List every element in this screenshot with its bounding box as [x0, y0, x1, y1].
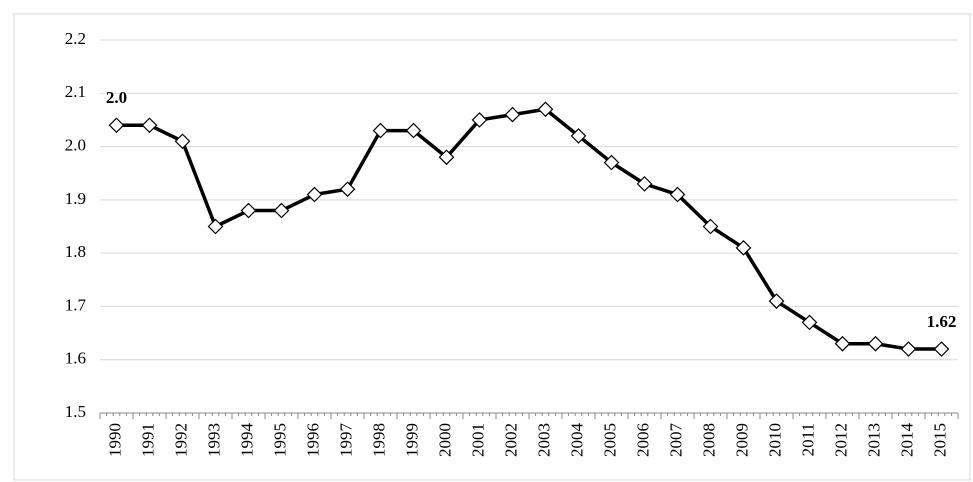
y-tick-label: 1.6: [65, 349, 86, 368]
x-tick-label: 2010: [765, 423, 784, 457]
point-marker: [669, 186, 686, 203]
point-marker: [834, 335, 851, 352]
y-tick-label: 1.9: [65, 189, 86, 208]
x-tick-label: 2009: [732, 423, 751, 457]
point-marker: [801, 314, 818, 331]
x-tick-label: 2003: [534, 423, 553, 457]
x-tick-label: 1993: [204, 423, 223, 457]
x-tick-label: 2015: [930, 423, 949, 457]
data-label: 2.0: [106, 88, 127, 107]
point-marker: [933, 341, 950, 357]
x-tick-label: 2006: [633, 423, 652, 457]
series-line: [116, 107, 942, 351]
x-tick-label: 1999: [402, 423, 421, 457]
point-marker: [570, 128, 587, 144]
point-marker: [405, 122, 422, 139]
point-marker: [636, 176, 653, 192]
x-tick-label: 1994: [237, 423, 256, 458]
x-tick-label: 1992: [171, 423, 190, 457]
point-marker: [273, 202, 290, 219]
point-marker: [537, 101, 554, 118]
point-marker: [603, 154, 620, 171]
point-marker: [900, 341, 917, 357]
point-marker: [735, 239, 752, 256]
x-tick-label: 1996: [303, 423, 322, 457]
x-tick-label: 2008: [699, 423, 718, 457]
point-marker: [372, 122, 389, 139]
x-tick-label: 1990: [105, 423, 124, 457]
point-marker: [207, 218, 224, 235]
y-tick-label: 1.8: [65, 242, 86, 261]
y-tick-label: 1.7: [65, 295, 87, 314]
point-marker: [702, 218, 719, 235]
point-marker: [141, 117, 158, 134]
point-marker: [108, 117, 125, 134]
x-tick-label: 1998: [369, 423, 388, 457]
x-tick-label: 1995: [270, 423, 289, 457]
point-marker: [438, 149, 455, 166]
y-tick-label: 2.2: [65, 29, 86, 48]
x-tick-label: 2012: [831, 423, 850, 457]
x-tick-label: 2005: [600, 423, 619, 457]
point-marker: [306, 186, 323, 203]
x-tick-label: 2001: [468, 423, 487, 457]
x-tick-label: 2011: [798, 423, 817, 456]
x-tick-label: 2013: [864, 423, 883, 457]
x-tick-label: 1997: [336, 423, 355, 458]
x-tick-label: 2014: [897, 423, 916, 458]
point-marker: [768, 293, 785, 309]
x-tick-label: 2007: [666, 423, 685, 458]
point-marker: [504, 106, 521, 123]
y-tick-label: 2.1: [65, 82, 86, 101]
x-tick-label: 2002: [501, 423, 520, 457]
point-marker: [867, 335, 884, 352]
x-tick-label: 1991: [138, 423, 157, 457]
point-marker: [240, 202, 257, 219]
y-tick-label: 2.0: [65, 135, 86, 154]
point-marker: [471, 112, 488, 128]
chart-border: [13, 13, 971, 481]
x-tick-label: 2000: [435, 423, 454, 457]
y-tick-label: 1.5: [65, 402, 86, 421]
point-marker: [339, 181, 356, 198]
x-tick-label: 2004: [567, 423, 586, 458]
point-marker: [174, 133, 191, 150]
data-label: 1.62: [927, 312, 957, 331]
